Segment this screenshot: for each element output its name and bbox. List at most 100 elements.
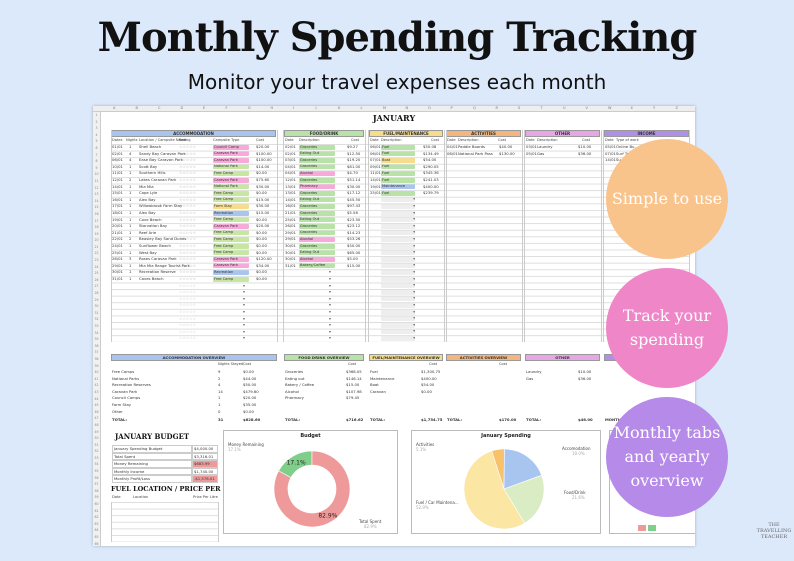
column-letter[interactable]: Z: [675, 106, 678, 110]
row-number[interactable]: 17: [94, 218, 99, 223]
row-number[interactable]: 40: [94, 370, 99, 375]
row-number[interactable]: 39: [94, 363, 99, 368]
column-letter[interactable]: Q: [473, 106, 476, 110]
column-letter[interactable]: I: [293, 106, 295, 110]
row-number[interactable]: 5: [95, 139, 98, 144]
acc-overview-cell: National Parks: [112, 375, 140, 381]
row-number[interactable]: 59: [94, 495, 99, 500]
row-number[interactable]: 63: [94, 521, 99, 526]
row-number[interactable]: 20: [94, 238, 99, 243]
row-number[interactable]: 11: [94, 178, 99, 183]
row-number[interactable]: 37: [94, 350, 99, 355]
row-number[interactable]: 60: [94, 502, 99, 507]
row-number[interactable]: 35: [94, 337, 99, 342]
column-letter[interactable]: G: [248, 106, 251, 110]
row-number[interactable]: 19: [94, 231, 99, 236]
row-number[interactable]: 64: [94, 528, 99, 533]
row-number[interactable]: 9: [95, 165, 98, 170]
row-number[interactable]: 4: [95, 132, 98, 137]
row-number[interactable]: 54: [94, 462, 99, 467]
row-number[interactable]: 61: [94, 508, 99, 513]
row-number[interactable]: 48: [94, 422, 99, 427]
row-number[interactable]: 49: [94, 429, 99, 434]
column-letter[interactable]: C: [158, 106, 161, 110]
row-number[interactable]: 13: [94, 192, 99, 197]
column-letter[interactable]: N: [405, 106, 409, 110]
row-number[interactable]: 62: [94, 515, 99, 520]
row-number[interactable]: 22: [94, 251, 99, 256]
row-number[interactable]: 18: [94, 225, 99, 230]
row-number[interactable]: 32: [94, 317, 99, 322]
row-number[interactable]: 66: [94, 541, 99, 546]
row-number[interactable]: 34: [94, 330, 99, 335]
row-number[interactable]: 33: [94, 324, 99, 328]
column-letter[interactable]: M: [383, 106, 387, 110]
acc-overview-cell: $0.00: [243, 369, 254, 374]
column-letter[interactable]: T: [540, 106, 543, 110]
row-number[interactable]: 43: [94, 389, 99, 394]
column-letter[interactable]: F: [225, 106, 228, 110]
row-number[interactable]: 36: [94, 343, 99, 348]
column-letter[interactable]: W: [608, 106, 612, 110]
row-number[interactable]: 1: [95, 113, 98, 117]
row-number[interactable]: 2: [95, 119, 98, 124]
other-header: Date: [526, 138, 535, 142]
row-number[interactable]: 15: [94, 205, 99, 210]
fuel-overview-title: FUEL/MAINTENANCE OVERVIEW: [369, 354, 443, 361]
row-number[interactable]: 51: [94, 442, 99, 447]
row-number[interactable]: 46: [94, 409, 99, 414]
row-number[interactable]: 23: [94, 258, 99, 263]
row-number[interactable]: 10: [94, 172, 99, 177]
row-number[interactable]: 41: [94, 376, 99, 381]
row-number[interactable]: 45: [94, 403, 99, 408]
act-header: Date: [447, 138, 456, 142]
column-letter[interactable]: Y: [653, 106, 656, 110]
column-letter[interactable]: D: [180, 106, 184, 110]
row-number[interactable]: 12: [94, 185, 99, 190]
row-number[interactable]: 6: [95, 145, 98, 150]
column-letter[interactable]: L: [360, 106, 363, 110]
row-number[interactable]: 16: [94, 211, 99, 216]
column-letter[interactable]: H: [270, 106, 274, 110]
row-number[interactable]: 52: [94, 449, 99, 454]
row-number[interactable]: 29: [94, 297, 99, 302]
row-number[interactable]: 56: [94, 475, 99, 480]
row-number[interactable]: 3: [95, 126, 98, 131]
row-number[interactable]: 25: [94, 271, 99, 276]
row-number[interactable]: 31: [94, 310, 99, 315]
row-number[interactable]: 57: [94, 482, 99, 487]
row-number[interactable]: 55: [94, 469, 99, 474]
column-letter[interactable]: V: [585, 106, 588, 110]
column-letter[interactable]: R: [495, 106, 498, 110]
column-letter[interactable]: S: [518, 106, 521, 110]
budget-label: January Spending Budget: [112, 445, 192, 453]
food-header: Date: [285, 138, 294, 142]
row-number[interactable]: 44: [94, 396, 99, 401]
row-number[interactable]: 38: [94, 356, 99, 361]
row-number[interactable]: 50: [94, 436, 99, 441]
row-number[interactable]: 58: [94, 488, 99, 493]
row-number[interactable]: 14: [94, 198, 99, 203]
row-number[interactable]: 8: [95, 159, 98, 164]
column-letter[interactable]: J: [315, 106, 317, 110]
row-number[interactable]: 27: [94, 284, 99, 289]
column-letter[interactable]: O: [428, 106, 431, 110]
column-letter[interactable]: K: [338, 106, 341, 110]
row-number[interactable]: 26: [94, 277, 99, 282]
row-number[interactable]: 21: [94, 244, 99, 249]
column-letter[interactable]: A: [113, 106, 116, 110]
row-number[interactable]: 53: [94, 455, 99, 460]
column-letter[interactable]: U: [563, 106, 566, 110]
row-number[interactable]: 28: [94, 291, 99, 296]
row-number[interactable]: 42: [94, 383, 99, 388]
column-letter[interactable]: E: [203, 106, 206, 110]
acc-overview-cell: 1: [218, 395, 221, 401]
row-number[interactable]: 7: [95, 152, 98, 157]
row-number[interactable]: 65: [94, 535, 99, 539]
column-letter[interactable]: P: [450, 106, 453, 110]
row-number[interactable]: 24: [94, 264, 99, 269]
row-number[interactable]: 30: [94, 304, 99, 309]
column-letter[interactable]: B: [135, 106, 138, 110]
row-number[interactable]: 47: [94, 416, 99, 421]
column-letter[interactable]: X: [630, 106, 633, 110]
